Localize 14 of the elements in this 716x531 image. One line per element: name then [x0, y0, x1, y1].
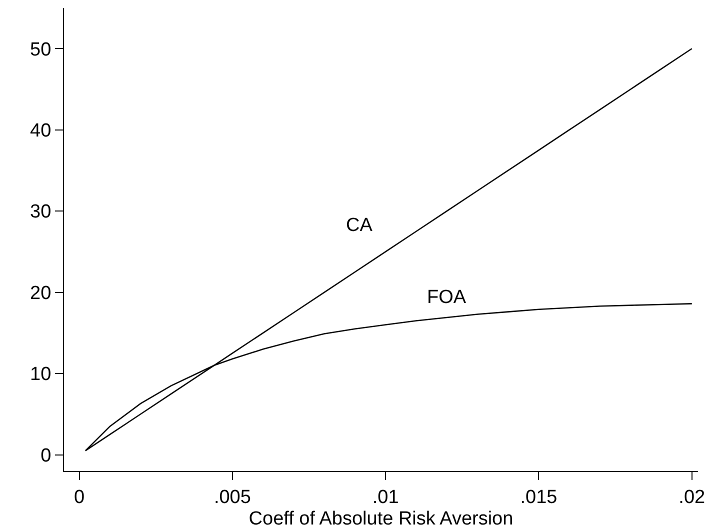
y-tick-label: 40	[30, 120, 52, 142]
series-label: CA	[346, 215, 373, 236]
y-tick-label: 30	[30, 202, 52, 223]
x-axis-title: Coeff of Absolute Risk Aversion	[248, 508, 514, 530]
x-tick-label: 0	[74, 486, 85, 508]
x-tick-label: .015	[520, 486, 558, 508]
y-tick-label: 50	[30, 39, 52, 60]
y-tick-label: 0	[40, 445, 52, 466]
series-label: FOA	[427, 287, 466, 308]
x-tick-label: .005	[214, 486, 251, 508]
x-tick-label: .01	[372, 486, 399, 508]
y-tick-label: 10	[30, 364, 52, 386]
y-tick-label: 20	[30, 282, 52, 304]
x-tick-label: .02	[678, 486, 706, 508]
